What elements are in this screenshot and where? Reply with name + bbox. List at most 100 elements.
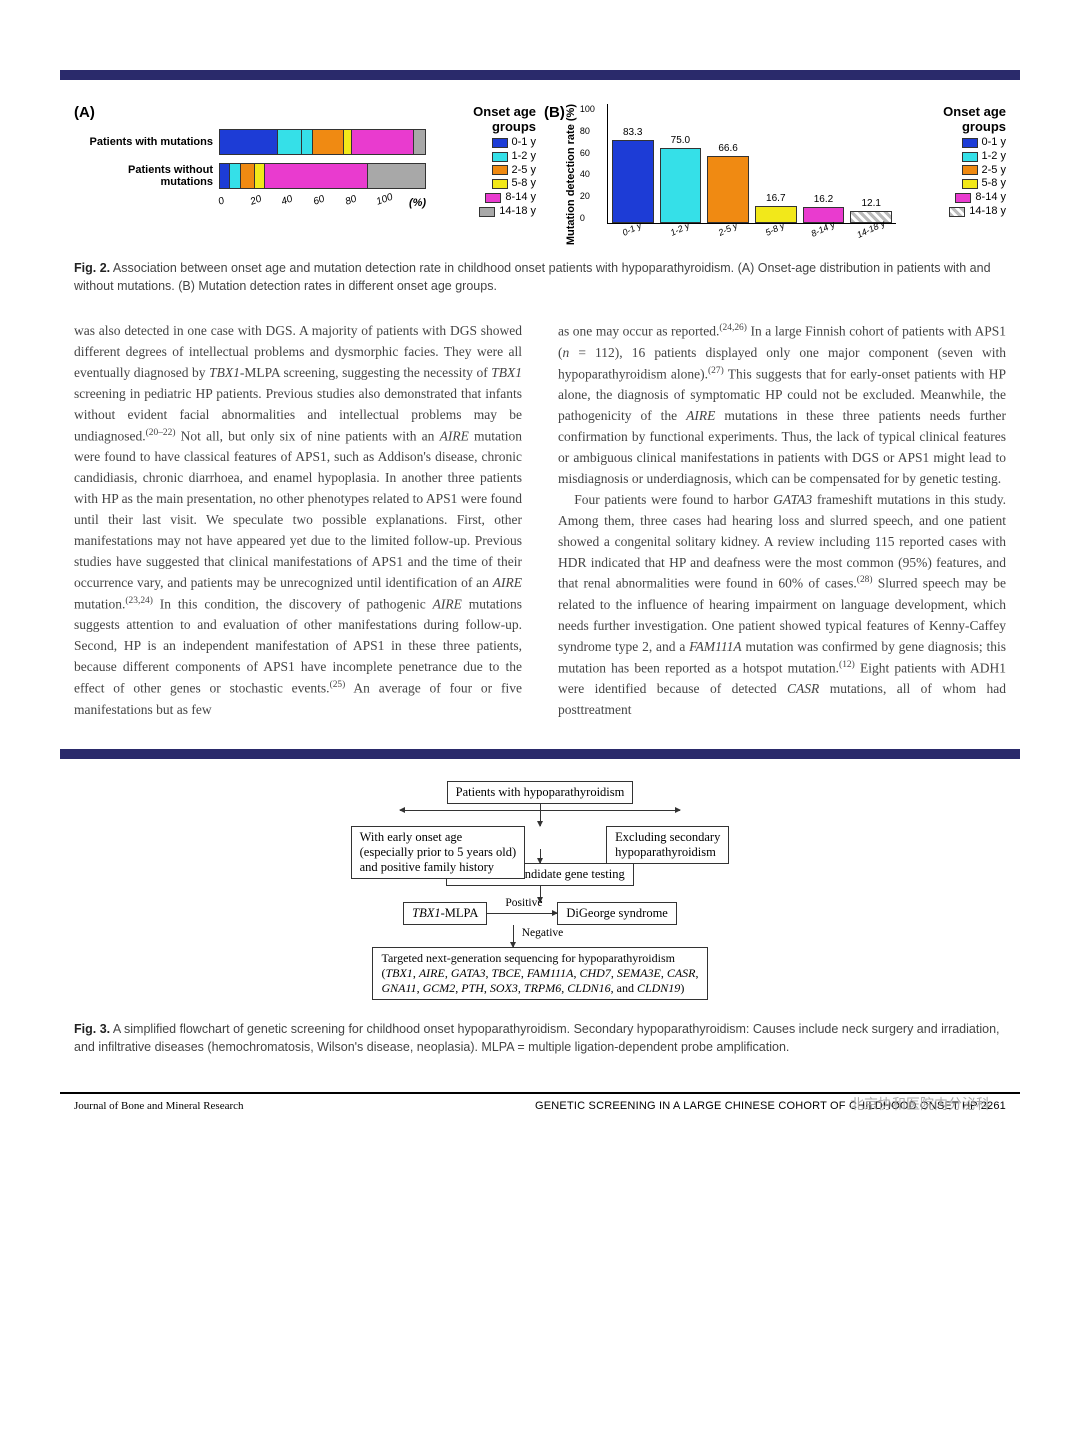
fig2-caption-text: Association between onset age and mutati… [74,261,991,293]
mid-bar [60,749,1020,759]
legend-item: 8-14 y [902,191,1006,205]
fc-node-ngs: Targeted next-generation sequencing for … [372,947,707,1000]
stacked-bar-segment [278,130,303,154]
bar-value-label: 83.3 [623,127,642,138]
legend-label: 14-18 y [969,205,1006,219]
fig3-caption-text: A simplified flowchart of genetic screen… [74,1022,1000,1054]
fc-edge-positive: Positive [501,897,546,909]
fig3-caption: Fig. 3. A simplified flowchart of geneti… [60,1008,1020,1062]
legend-swatch [492,179,508,189]
bar-column: 66.6 [707,143,749,223]
legend-label: 0-1 y [982,136,1006,150]
fc-edge-negative: Negative [518,927,568,939]
fig2-panel-b: (B) Mutation detection rate (%) 0 20 40 60 8… [544,104,1006,245]
axis-tick: 20 [580,191,595,201]
legend-swatch [962,152,978,162]
fc-node-early: With early onset age (especially prior t… [351,826,526,879]
axis-tick: 100 [580,104,595,114]
legend-swatch [962,179,978,189]
legend-item: 14-18 y [434,205,536,219]
legend-label: 8-14 y [975,191,1006,205]
legend-label: 1-2 y [982,150,1006,164]
bar-value-label: 12.1 [861,198,880,209]
axis-tick: 40 [580,169,595,179]
stacked-bar-row: Patients with mutations [74,129,426,155]
figure-2: (A) Patients with mutations Patients with… [60,98,1020,247]
legend-label: 1-2 y [512,150,536,164]
page-footer: Journal of Bone and Mineral Research GEN… [60,1094,1020,1112]
axis-tick: 40 [280,187,314,209]
legend-swatch [955,193,971,203]
body-text: was also detected in one case with DGS. … [60,301,1020,725]
axis-tick: 80 [580,126,595,136]
bar-value-label: 75.0 [671,135,690,146]
body-col-2: as one may occur as reported.(24,26) In … [558,321,1006,721]
stacked-bar-row: Patients without mutations [74,163,426,189]
legend-item: 1-2 y [434,150,536,164]
axis-tick: 0 [217,187,251,209]
stacked-bar-segment [265,164,368,188]
stacked-bar-segment [414,130,426,154]
axis-unit: (%) [409,197,426,209]
legend-item: 5-8 y [902,177,1006,191]
panel-b-label: (B) [544,104,565,121]
fc-node-digeorge: DiGeorge syndrome [557,902,676,925]
stacked-bar-track [219,129,426,155]
fc-node-tbx1: TBX1-MLPA [403,902,487,925]
body-col2-p1: as one may occur as reported.(24,26) In … [558,321,1006,489]
legend-item: 0-1 y [434,136,536,150]
fc-node-exclude: Excluding secondary hypoparathyroidism [606,826,729,864]
legend-swatch [962,165,978,175]
legend-item: 2-5 y [902,164,1006,178]
legend-label: 14-18 y [499,205,536,219]
legend-swatch [492,138,508,148]
body-col-1: was also detected in one case with DGS. … [74,321,522,721]
legend-item: 14-18 y [902,205,1006,219]
axis-tick: 0 [580,213,595,223]
bar [612,140,654,223]
bar-column: 75.0 [660,135,702,223]
stacked-bar-segment [220,164,230,188]
legend-item: 8-14 y [434,191,536,205]
fc-node-start: Patients with hypoparathyroidism [447,781,634,804]
bar-value-label: 16.2 [814,194,833,205]
legend-label: 8-14 y [505,191,536,205]
fig3-caption-bold: Fig. 3. [74,1022,110,1036]
bar-value-label: 66.6 [718,143,737,154]
body-col1-p1: was also detected in one case with DGS. … [74,321,522,720]
axis-tick: 60 [580,148,595,158]
figure-3-flowchart: Patients with hypoparathyroidism With ea… [60,771,1020,1008]
panel-a-label: (A) [74,104,426,121]
legend-label: 2-5 y [982,164,1006,178]
axis-tick: 60 [312,187,346,209]
legend-swatch [962,138,978,148]
legend-label: 5-8 y [512,177,536,191]
stacked-bar-track [219,163,426,189]
legend-title-b: Onset age groups [902,104,1006,134]
header-bar [60,70,1020,80]
stacked-bar-segment [241,164,255,188]
fig2-caption: Fig. 2. Association between onset age an… [60,247,1020,301]
fig2-caption-bold: Fig. 2. [74,261,110,275]
legend-swatch [485,193,501,203]
stacked-bar-segment [302,130,312,154]
legend-label: 2-5 y [512,164,536,178]
axis-tick: 80 [344,187,378,209]
footer-journal: Journal of Bone and Mineral Research [74,1100,244,1112]
stacked-bar-segment [352,130,414,154]
stacked-bar-label: Patients with mutations [74,136,219,148]
axis-tick: 20 [249,187,283,209]
bar [707,156,749,223]
panel-b-ylabel: Mutation detection rate (%) [565,104,577,245]
axis-tick: 100 [375,187,409,209]
legend-label: 0-1 y [512,136,536,150]
legend-item: 1-2 y [902,150,1006,164]
body-col2-p2: Four patients were found to harbor GATA3… [558,490,1006,721]
stacked-bar-label: Patients without mutations [74,164,219,188]
legend-title-a: Onset age groups [434,104,536,134]
stacked-bar-segment [368,164,426,188]
legend-label: 5-8 y [982,177,1006,191]
watermark-text: 北京协和医院内分泌科 [850,1094,990,1114]
legend-swatch [479,207,495,217]
bar-column: 83.3 [612,127,654,223]
